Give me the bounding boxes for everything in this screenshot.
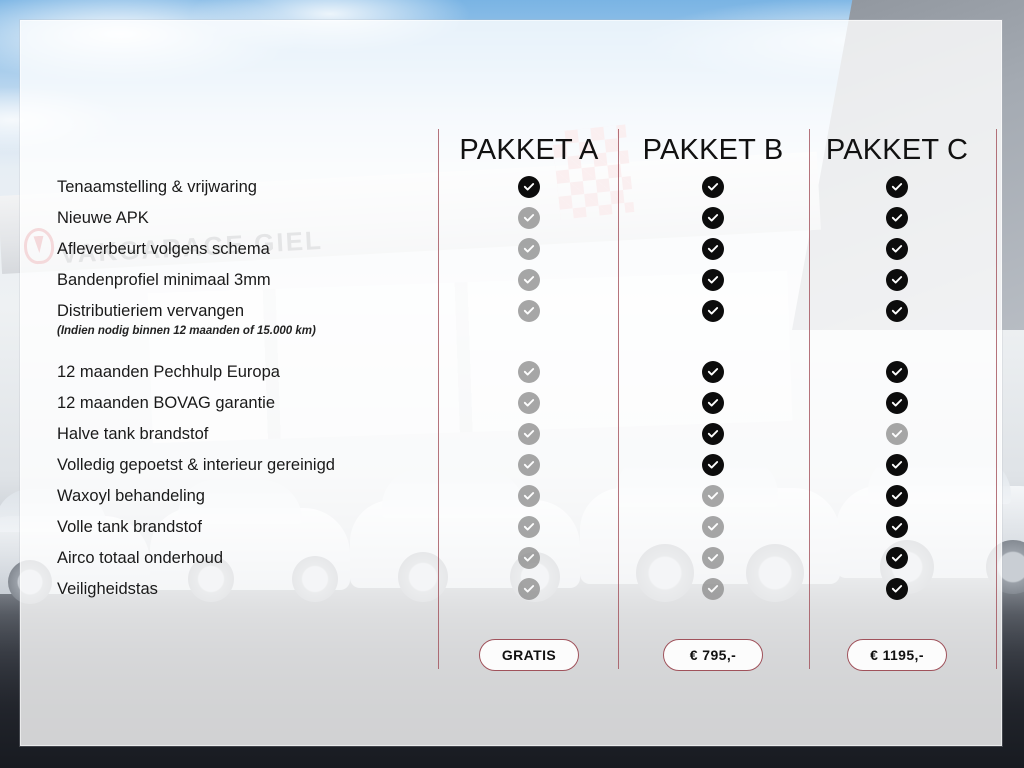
check-excluded-icon — [518, 578, 540, 600]
check-included-icon — [886, 176, 908, 198]
check-excluded-icon — [702, 485, 724, 507]
check-excluded-icon — [518, 423, 540, 445]
check-excluded-icon — [518, 485, 540, 507]
package-header-a: PAKKET A — [459, 134, 599, 166]
feature-label: Afleverbeurt volgens schema — [57, 240, 270, 258]
feature-label: Waxoyl behandeling — [57, 487, 205, 505]
check-excluded-icon — [518, 392, 540, 414]
check-excluded-icon — [518, 207, 540, 229]
check-included-icon — [702, 361, 724, 383]
check-excluded-icon — [518, 269, 540, 291]
column-divider-2 — [618, 129, 619, 669]
feature-label: Volle tank brandstof — [57, 518, 202, 536]
column-divider-4 — [996, 129, 997, 669]
feature-label: Veiligheidstas — [57, 580, 158, 598]
check-included-icon — [886, 454, 908, 476]
check-excluded-icon — [518, 238, 540, 260]
check-excluded-icon — [702, 516, 724, 538]
check-excluded-icon — [518, 300, 540, 322]
check-included-icon — [886, 300, 908, 322]
check-excluded-icon — [702, 578, 724, 600]
column-divider-3 — [809, 129, 810, 669]
package-header-b: PAKKET B — [642, 134, 784, 166]
check-included-icon — [702, 238, 724, 260]
check-included-icon — [886, 547, 908, 569]
feature-label: Volledig gepoetst & interieur gereinigd — [57, 456, 335, 474]
check-included-icon — [886, 485, 908, 507]
package-comparison-card: PAKKET A PAKKET B PAKKET C Tenaamstelling … — [20, 20, 1002, 746]
price-badge-b[interactable]: € 795,- — [663, 639, 763, 671]
check-excluded-icon — [518, 361, 540, 383]
check-included-icon — [702, 392, 724, 414]
feature-label: Nieuwe APK — [57, 209, 149, 227]
check-excluded-icon — [518, 516, 540, 538]
check-included-icon — [886, 516, 908, 538]
feature-label: 12 maanden Pechhulp Europa — [57, 363, 280, 381]
price-badge-a[interactable]: GRATIS — [479, 639, 579, 671]
check-included-icon — [886, 578, 908, 600]
check-included-icon — [886, 269, 908, 291]
column-divider-1 — [438, 129, 439, 669]
package-header-c: PAKKET C — [825, 134, 969, 166]
check-included-icon — [702, 269, 724, 291]
feature-label: Halve tank brandstof — [57, 425, 209, 443]
price-badge-c[interactable]: € 1195,- — [847, 639, 947, 671]
check-included-icon — [702, 454, 724, 476]
check-excluded-icon — [886, 423, 908, 445]
feature-label: Distributieriem vervangen — [57, 302, 245, 320]
feature-label: Airco totaal onderhoud — [57, 549, 224, 567]
check-included-icon — [518, 176, 540, 198]
check-included-icon — [886, 392, 908, 414]
check-included-icon — [886, 207, 908, 229]
check-excluded-icon — [518, 547, 540, 569]
check-excluded-icon — [702, 547, 724, 569]
feature-label: Tenaamstelling & vrijwaring — [57, 178, 257, 196]
check-included-icon — [702, 207, 724, 229]
check-included-icon — [886, 361, 908, 383]
feature-label: 12 maanden BOVAG garantie — [57, 394, 275, 412]
check-included-icon — [702, 300, 724, 322]
check-included-icon — [702, 176, 724, 198]
check-included-icon — [702, 423, 724, 445]
check-excluded-icon — [518, 454, 540, 476]
feature-label: Bandenprofiel minimaal 3mm — [57, 271, 271, 289]
feature-note: (Indien nodig binnen 12 maanden of 15.00… — [57, 325, 316, 337]
check-included-icon — [886, 238, 908, 260]
